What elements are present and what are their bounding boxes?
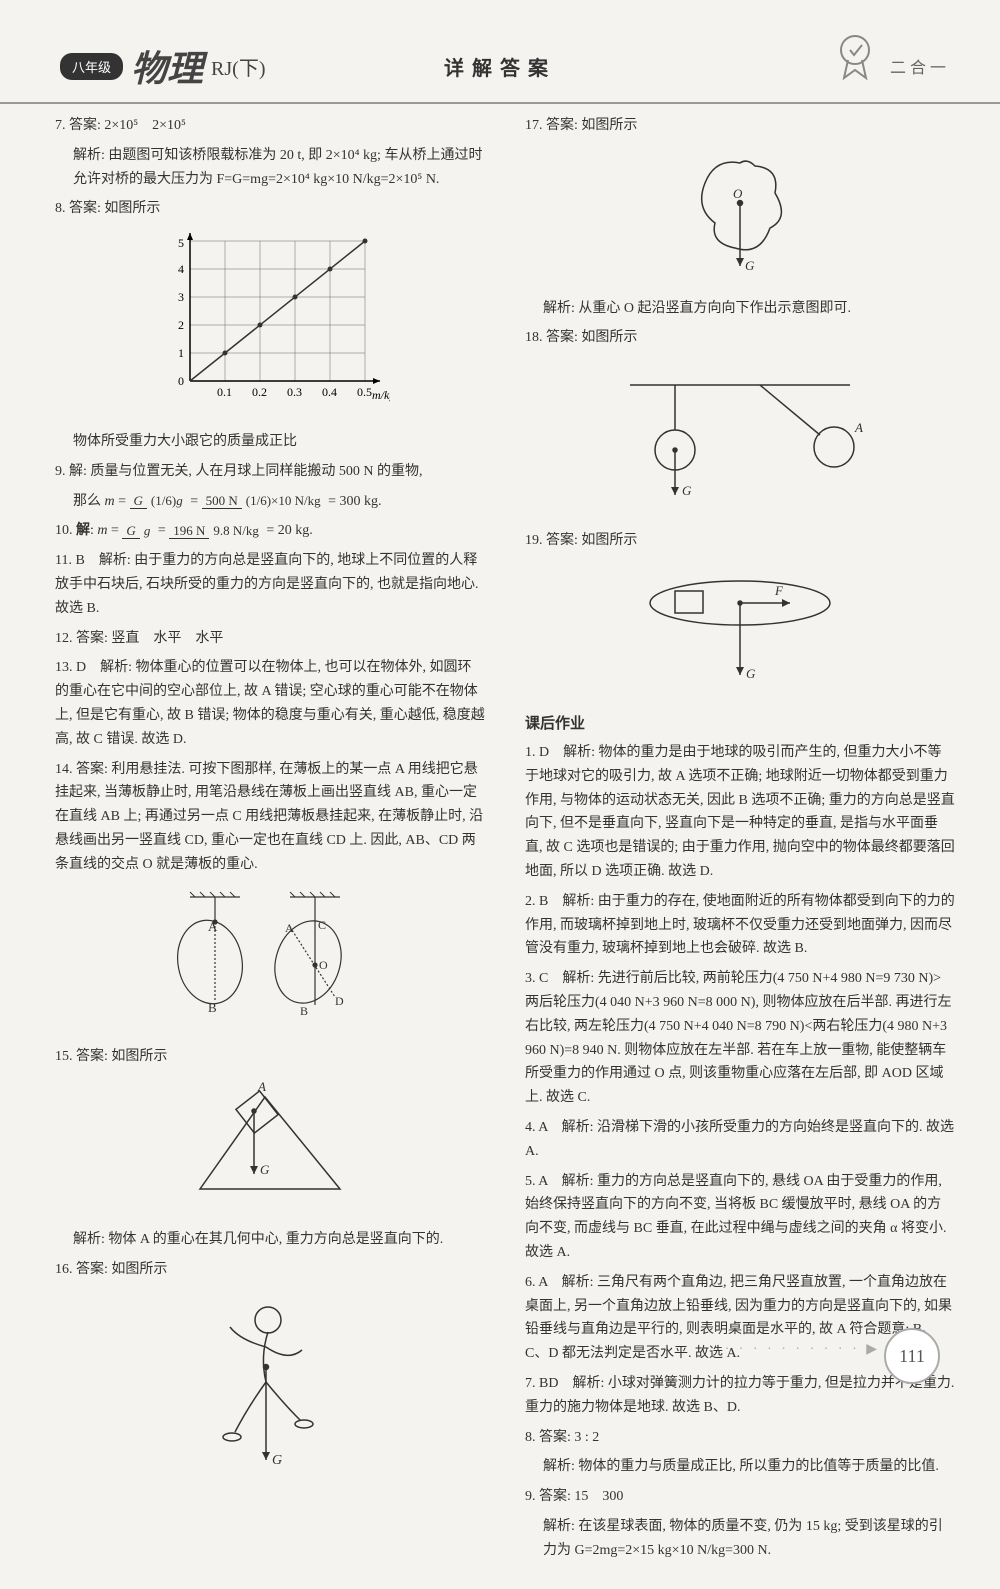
svg-text:G: G (682, 483, 692, 498)
hw9-explanation: 解析: 在该星球表面, 物体的质量不变, 仍为 15 kg; 受到该星球的引力为… (525, 1515, 955, 1563)
svg-text:A: A (854, 420, 863, 435)
page-header: 八年级 物理 RJ(下) 详解答案 二合一 (0, 0, 1000, 104)
hw1: 1. D 解析: 物体的重力是由于地球的吸引而产生的, 但重力大小不等于地球对它… (525, 741, 955, 884)
combo-label: 二合一 (890, 54, 950, 78)
hw2: 2. B 解析: 由于重力的存在, 使地面附近的所有物体都受到向下的力的作用, … (525, 890, 955, 961)
svg-text:G: G (746, 666, 756, 681)
svg-text:0.2: 0.2 (252, 385, 267, 399)
q14-answer: 14. 答案: 利用悬挂法. 可按下图那样, 在薄板上的某一点 A 用线把它悬挂… (55, 758, 485, 877)
q9-equation: 那么 m = G(1/6)g = 500 N(1/6)×10 N/kg = 30… (55, 490, 485, 514)
svg-text:D: D (335, 994, 344, 1008)
homework-heading: 课后作业 (525, 712, 955, 738)
svg-text:0.4: 0.4 (322, 385, 337, 399)
edition-label: RJ(下) (211, 52, 265, 81)
svg-text:m/kg: m/kg (372, 388, 390, 402)
svg-text:A: A (257, 1079, 266, 1094)
svg-text:G/N: G/N (182, 231, 203, 232)
q17-answer: 17. 答案: 如图所示 (525, 114, 955, 138)
q16-answer: 16. 答案: 如图所示 (55, 1258, 485, 1282)
left-column: 7. 答案: 2×10⁵ 2×10⁵ 解析: 由题图可知该桥限载标准为 20 t… (55, 114, 495, 1569)
hw8: 8. 答案: 3 : 2 (525, 1426, 955, 1450)
q15-diagram: A G (55, 1079, 485, 1218)
svg-text:0.5: 0.5 (357, 385, 372, 399)
q19-answer: 19. 答案: 如图所示 (525, 529, 955, 553)
q18-diagram: G A (525, 360, 955, 519)
svg-text:A: A (285, 921, 294, 935)
svg-text:F: F (774, 583, 784, 598)
q16-diagram: G (55, 1292, 485, 1491)
q19-diagram: F G (525, 563, 955, 702)
svg-text:4: 4 (178, 262, 184, 276)
q14-diagram: A B C A B D O (55, 887, 485, 1036)
svg-text:B: B (300, 1004, 308, 1018)
svg-text:G: G (260, 1162, 270, 1177)
q18-answer: 18. 答案: 如图所示 (525, 326, 955, 350)
svg-text:O: O (733, 186, 743, 201)
svg-text:C: C (318, 918, 326, 932)
svg-text:G: G (272, 1453, 282, 1468)
ribbon-badge-icon (830, 30, 880, 80)
q15-explanation: 解析: 物体 A 的重心在其几何中心, 重力方向总是竖直向下的. (55, 1228, 485, 1252)
q17-explanation: 解析: 从重心 O 起沿竖直方向向下作出示意图即可. (525, 297, 955, 321)
q8-caption: 物体所受重力大小跟它的质量成正比 (55, 430, 485, 454)
svg-text:5: 5 (178, 236, 184, 250)
q7-answer: 7. 答案: 2×10⁵ 2×10⁵ (55, 114, 485, 138)
page-decoration: · · · · · · · · · · ▶ (725, 1341, 880, 1358)
q13-answer: 13. D 解析: 物体重心的位置可以在物体上, 也可以在物体外, 如圆环的重心… (55, 656, 485, 751)
q15-answer: 15. 答案: 如图所示 (55, 1045, 485, 1069)
hw9: 9. 答案: 15 300 (525, 1485, 955, 1509)
q8-chart: 0 1 2 3 4 5 0.1 0.2 0.3 0.4 0.5 m/kg G/N (55, 231, 485, 420)
q12-answer: 12. 答案: 竖直 水平 水平 (55, 627, 485, 651)
svg-text:0.3: 0.3 (287, 385, 302, 399)
page-title: 详解答案 (444, 52, 556, 81)
q9-solution: 9. 解: 质量与位置无关, 人在月球上同样能搬动 500 N 的重物, (55, 460, 485, 484)
q17-diagram: O G (525, 148, 955, 287)
q10-solution: 10. 解: m = Gg = 196 N9.8 N/kg = 20 kg. (55, 519, 485, 543)
hw5: 5. A 解析: 重力的方向总是竖直向下的, 悬线 OA 由于受重力的作用, 始… (525, 1170, 955, 1265)
hw8-explanation: 解析: 物体的重力与质量成正比, 所以重力的比值等于质量的比值. (525, 1455, 955, 1479)
subject-title: 物理 (131, 40, 203, 92)
svg-text:2: 2 (178, 318, 184, 332)
content-area: 7. 答案: 2×10⁵ 2×10⁵ 解析: 由题图可知该桥限载标准为 20 t… (0, 104, 1000, 1589)
svg-text:B: B (208, 1000, 217, 1015)
svg-text:3: 3 (178, 290, 184, 304)
hw3: 3. C 解析: 先进行前后比较, 两前轮压力(4 750 N+4 980 N=… (525, 967, 955, 1110)
grade-badge: 八年级 (60, 53, 123, 80)
hw4: 4. A 解析: 沿滑梯下滑的小孩所受重力的方向始终是竖直向下的. 故选 A. (525, 1116, 955, 1164)
svg-text:O: O (319, 958, 328, 972)
q8-answer: 8. 答案: 如图所示 (55, 197, 485, 221)
svg-text:G: G (745, 258, 755, 273)
hw7: 7. BD 解析: 小球对弹簧测力计的拉力等于重力, 但是拉力并不是重力. 重力… (525, 1372, 955, 1420)
q7-explanation: 解析: 由题图可知该桥限载标准为 20 t, 即 2×10⁴ kg; 车从桥上通… (55, 144, 485, 192)
svg-text:0: 0 (178, 374, 184, 388)
svg-text:0.1: 0.1 (217, 385, 232, 399)
page-number: 111 (884, 1328, 940, 1384)
svg-text:1: 1 (178, 346, 184, 360)
q11-answer: 11. B 解析: 由于重力的方向总是竖直向下的, 地球上不同位置的人释放手中石… (55, 549, 485, 620)
